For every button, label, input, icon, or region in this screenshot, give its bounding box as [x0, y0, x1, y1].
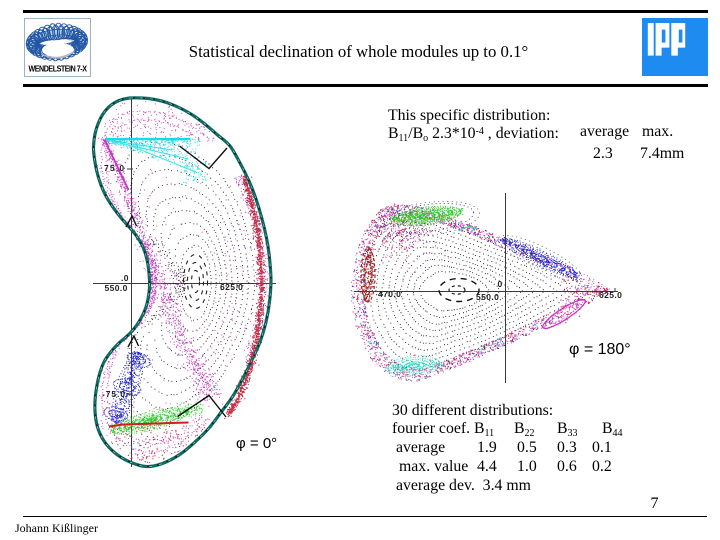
svg-text:WENDELSTEIN 7-X: WENDELSTEIN 7-X [28, 65, 87, 74]
